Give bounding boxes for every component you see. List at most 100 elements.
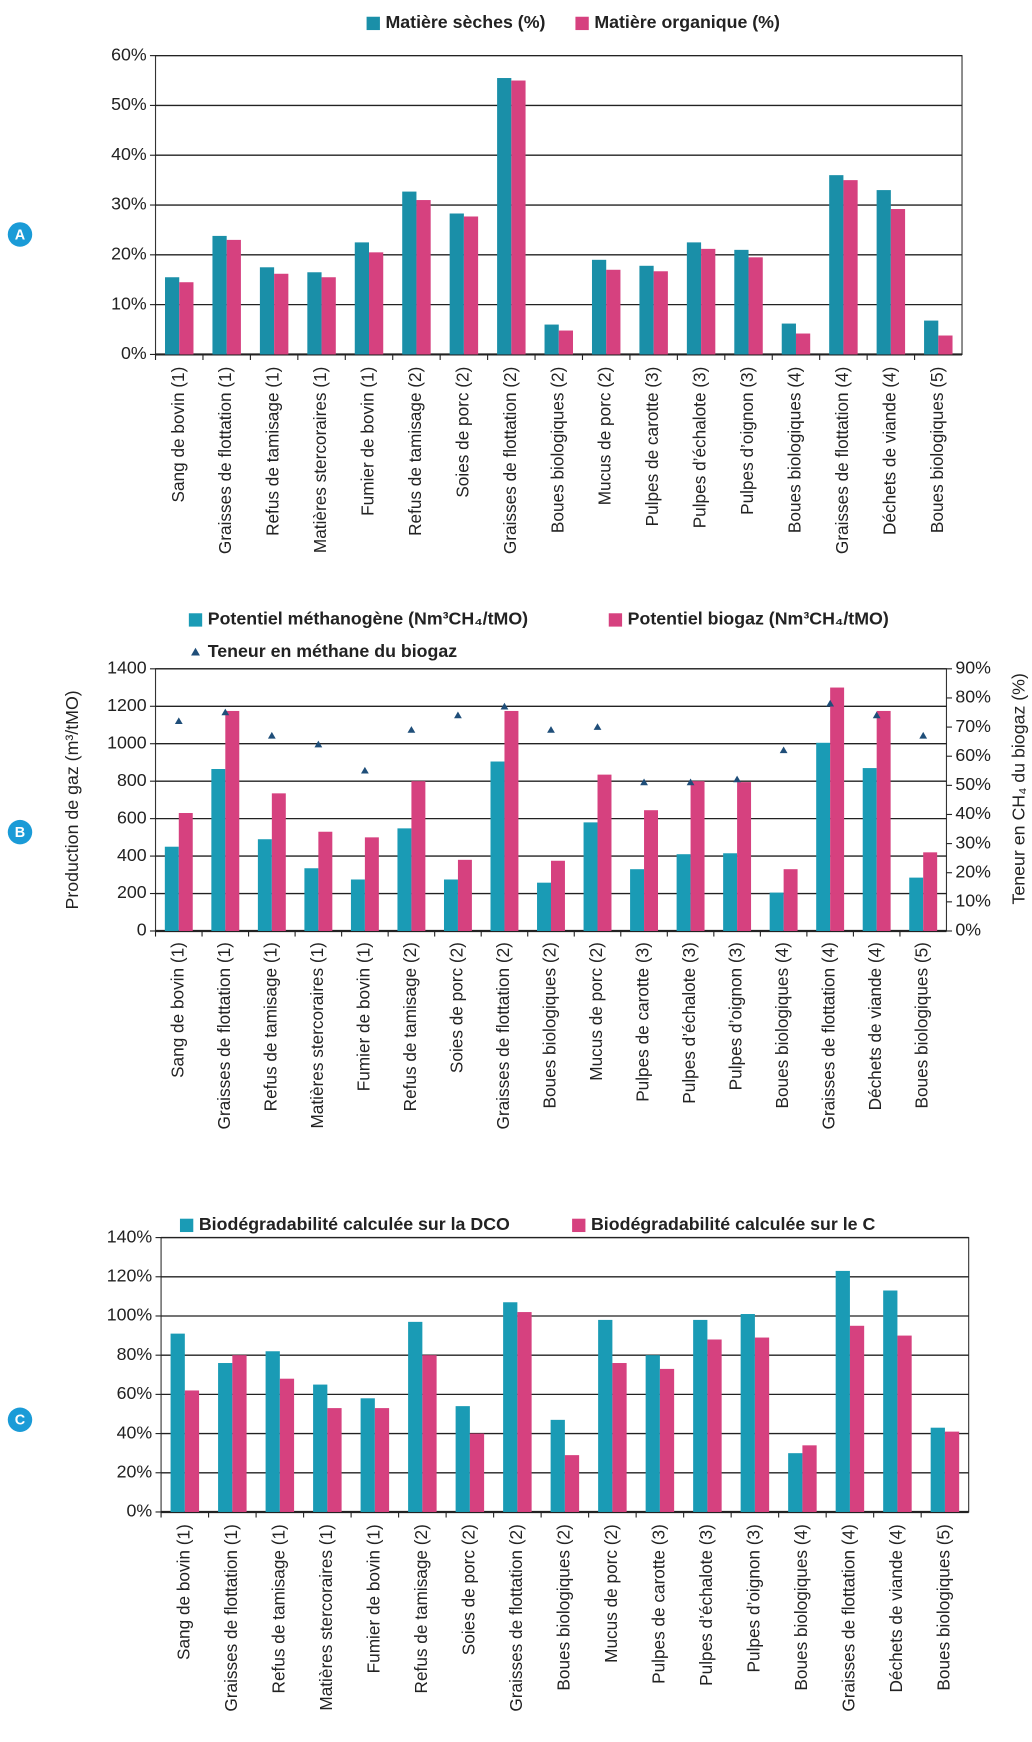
- x-tick-label: Déchets de viande (4): [886, 1524, 906, 1692]
- bar: [645, 1355, 660, 1512]
- x-tick-label: Pulpes d’oignon (3): [737, 367, 757, 515]
- legend-swatch: [572, 1218, 586, 1233]
- bar: [469, 1433, 485, 1512]
- bar: [544, 324, 559, 355]
- x-tick-label: Mucus de porc (2): [601, 1524, 621, 1663]
- x-tick-label: Sang de bovin (1): [168, 367, 188, 503]
- legend-swatch: [366, 16, 380, 31]
- x-tick-label: Boues biologiques (2): [553, 1524, 573, 1690]
- bar: [307, 272, 322, 355]
- legend-label: Matière organique (%): [594, 12, 780, 32]
- panel-badge: [7, 1407, 33, 1432]
- bar: [184, 1390, 200, 1512]
- scatter-point: [407, 726, 416, 733]
- bar: [443, 879, 458, 931]
- y-tick-label: 100%: [107, 1305, 153, 1325]
- scatter-point: [221, 708, 230, 716]
- legend-swatch: [608, 613, 623, 627]
- x-tick-label: Pulpes d’oignon (3): [726, 942, 746, 1090]
- bar: [449, 213, 464, 355]
- bar: [816, 742, 831, 931]
- bar: [924, 320, 939, 355]
- x-tick-label: Refus de tamisage (1): [263, 367, 283, 536]
- legend-label: Potentiel méthanogène (Nm³CH₄/tMO): [208, 609, 528, 629]
- legend-swatch: [575, 16, 589, 31]
- y-tick-label: 140%: [107, 1226, 153, 1246]
- x-tick-label: Graisses de flottation (4): [832, 367, 852, 554]
- y-tick-label: 400: [117, 845, 147, 865]
- x-tick-label: Déchets de viande (4): [865, 942, 885, 1110]
- bar: [591, 259, 607, 355]
- scatter-point: [919, 731, 928, 739]
- bar: [537, 882, 551, 931]
- bar: [422, 1355, 437, 1512]
- bar: [327, 1408, 342, 1512]
- bar: [923, 852, 938, 931]
- bar: [550, 1419, 565, 1512]
- bar: [769, 892, 784, 931]
- x-tick-label: Refus de tamisage (2): [411, 1524, 431, 1693]
- bar: [890, 209, 906, 355]
- bar: [835, 1270, 850, 1512]
- legend-swatch: [179, 1218, 194, 1233]
- x-tick-label: Soies de porc (2): [458, 1524, 478, 1655]
- bar: [564, 1455, 580, 1512]
- bar: [265, 1351, 280, 1512]
- bar: [408, 1321, 423, 1512]
- bar: [686, 242, 702, 355]
- bar: [232, 1355, 247, 1512]
- x-tick-label: Refus de tamisage (1): [260, 942, 280, 1111]
- scatter-point: [500, 702, 509, 710]
- y-tick-label: 200: [117, 882, 147, 902]
- legend-label: Matière sèches (%): [385, 12, 545, 32]
- bar: [788, 1453, 803, 1512]
- y-tick-label: 20%: [117, 1461, 153, 1481]
- y2-tick-label: 30%: [955, 832, 991, 852]
- y-tick-label: 40%: [117, 1422, 153, 1442]
- x-tick-label: Graisses de flottation (2): [493, 942, 513, 1129]
- y2-tick-label: 10%: [955, 891, 991, 911]
- y2-tick-label: 90%: [955, 658, 991, 678]
- bar: [369, 252, 384, 355]
- bar: [226, 239, 241, 355]
- y-tick-label: 0%: [127, 1501, 153, 1521]
- bar: [653, 271, 668, 355]
- y-tick-label: 50%: [111, 94, 147, 114]
- bar: [457, 859, 472, 931]
- bar: [463, 216, 479, 355]
- bar: [313, 1384, 328, 1512]
- bar: [274, 273, 289, 355]
- x-tick-label: Boues biologiques (5): [912, 942, 932, 1108]
- bar: [644, 810, 659, 931]
- bar: [944, 1431, 960, 1512]
- legend-label: Teneur en méthane du biogaz: [208, 641, 458, 661]
- bar: [883, 1290, 898, 1512]
- bar: [364, 837, 379, 931]
- x-tick-label: Refus de tamisage (2): [400, 942, 420, 1111]
- bar: [693, 1319, 708, 1512]
- x-tick-label: Pulpes de carotte (3): [648, 1524, 668, 1684]
- y-tick-label: 120%: [107, 1265, 153, 1285]
- bar: [490, 761, 505, 931]
- bar: [676, 854, 691, 931]
- bar: [178, 813, 193, 931]
- bar: [503, 1302, 518, 1512]
- bar: [583, 822, 598, 931]
- bar: [862, 768, 877, 931]
- x-tick-label: Boues biologiques (2): [547, 367, 567, 533]
- y-tick-label: 20%: [111, 244, 147, 264]
- bar: [829, 175, 844, 355]
- y-tick-label: 40%: [111, 144, 147, 164]
- bar: [897, 1335, 912, 1512]
- x-tick-label: Graisses de flottation (1): [221, 1524, 241, 1711]
- bar: [225, 710, 240, 931]
- y-tick-label: 1200: [107, 695, 147, 715]
- scatter-point: [593, 723, 602, 730]
- y2-tick-label: 40%: [955, 803, 991, 823]
- scatter-point: [733, 775, 741, 783]
- y2-tick-label: 60%: [955, 745, 991, 765]
- bar: [876, 710, 891, 931]
- bar: [212, 235, 227, 355]
- scatter-point: [826, 699, 835, 707]
- bar: [318, 831, 333, 931]
